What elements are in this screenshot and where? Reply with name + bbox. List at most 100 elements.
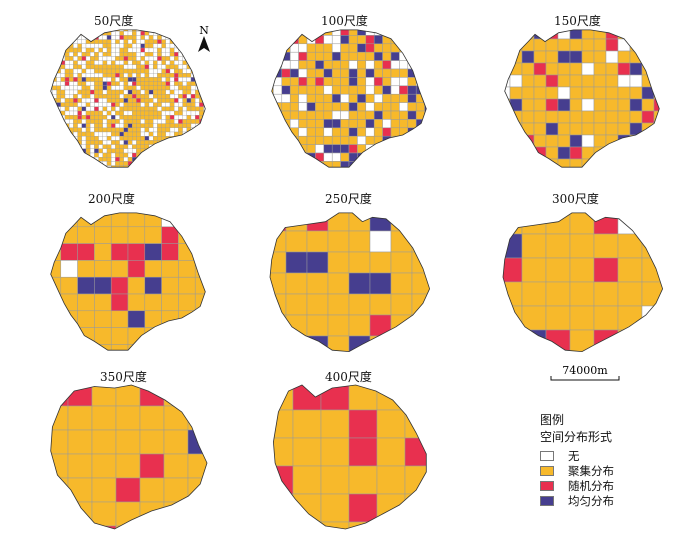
grid-cell (106, 152, 112, 158)
grid-cell (90, 115, 95, 120)
grid-cell (102, 56, 108, 61)
grid-cell (102, 131, 108, 137)
grid-cell (77, 60, 82, 65)
grid-cell (331, 119, 341, 129)
grid-cell (331, 161, 341, 168)
grid-cell (111, 68, 116, 74)
grid-cell (178, 31, 183, 36)
grid-cell (91, 405, 117, 431)
grid-cell (85, 106, 91, 112)
grid-cell (306, 230, 329, 253)
grid-cell (165, 115, 171, 120)
grid-cell (127, 226, 146, 244)
grid-cell (521, 257, 547, 283)
grid-cell (208, 65, 212, 69)
grid-cell (203, 152, 206, 158)
grid-cell (165, 165, 171, 168)
grid-cell (510, 171, 522, 180)
grid-cell (357, 77, 367, 87)
grid-cell (85, 94, 91, 99)
grid-cell (44, 145, 48, 149)
grid-cell (331, 135, 341, 145)
grid-cell (557, 146, 571, 160)
grid-cell (570, 171, 582, 180)
grid-cell (115, 56, 120, 61)
grid-cell (593, 158, 607, 168)
grid-cell (60, 148, 66, 154)
grid-cell (617, 281, 643, 307)
grid-cell (119, 89, 124, 95)
grid-cell (357, 161, 367, 168)
grid-cell (94, 106, 99, 112)
grid-cell (653, 74, 660, 88)
grid-cell (69, 31, 74, 36)
grid-cell (411, 230, 430, 253)
grid-cell (123, 35, 129, 40)
grid-cell (90, 102, 95, 107)
grid-cell (298, 85, 308, 95)
grid-cell (545, 134, 559, 148)
grid-cell (94, 260, 112, 278)
grid-cell (123, 73, 129, 78)
grid-cell (127, 310, 146, 328)
grid-cell (195, 161, 200, 166)
grid-cell (569, 74, 583, 88)
grid-cell (165, 60, 171, 65)
grid-cell (90, 81, 95, 86)
grid-cell (153, 136, 158, 141)
grid-cell (357, 68, 367, 78)
grid-cell (60, 81, 66, 86)
grid-cell (348, 144, 358, 154)
grid-cell (340, 43, 350, 53)
grid-cell (44, 27, 48, 31)
grid-cell (157, 127, 162, 133)
grid-cell (178, 152, 183, 158)
grid-cell (50, 64, 53, 70)
grid-cell (50, 429, 69, 455)
grid-cell (157, 123, 162, 128)
grid-cell (382, 144, 392, 154)
grid-cell (148, 152, 154, 158)
grid-cell (111, 165, 116, 168)
grid-cell (77, 106, 82, 112)
grid-cell (182, 157, 187, 162)
grid-cell (424, 127, 427, 137)
grid-cell (157, 73, 162, 78)
grid-cell (94, 136, 99, 141)
grid-cell (169, 98, 175, 103)
grid-cell (132, 144, 137, 149)
grid-cell (182, 98, 187, 103)
grid-cell (169, 152, 175, 158)
grid-cell (153, 157, 158, 162)
grid-cell (119, 119, 124, 124)
grid-cell (94, 140, 99, 145)
grid-cell (60, 127, 66, 133)
grid-cell (52, 47, 57, 53)
grid-cell (90, 52, 95, 57)
grid-cell (407, 144, 417, 154)
grid-cell (521, 50, 535, 64)
grid-cell (593, 146, 607, 160)
grid-cell (81, 68, 87, 74)
grid-cell (132, 29, 137, 32)
grid-cell (174, 64, 179, 70)
grid-cell (270, 230, 287, 253)
grid-cell (50, 94, 53, 99)
grid-cell (365, 127, 375, 137)
grid-cell (169, 115, 175, 120)
grid-cell (348, 465, 378, 495)
grid-cell (69, 165, 74, 168)
grid-cell (69, 106, 74, 112)
grid-cell (115, 60, 120, 65)
grid-cell (390, 68, 400, 78)
grid-cell (178, 148, 183, 154)
grid-cell (399, 144, 409, 154)
grid-cell (102, 127, 108, 133)
grid-cell (119, 47, 124, 53)
grid-cell (119, 94, 124, 99)
grid-cell (271, 68, 274, 78)
grid-map (272, 384, 427, 530)
grid-cell (132, 64, 137, 70)
grid-cell (273, 170, 281, 178)
grid-cell (653, 50, 660, 64)
